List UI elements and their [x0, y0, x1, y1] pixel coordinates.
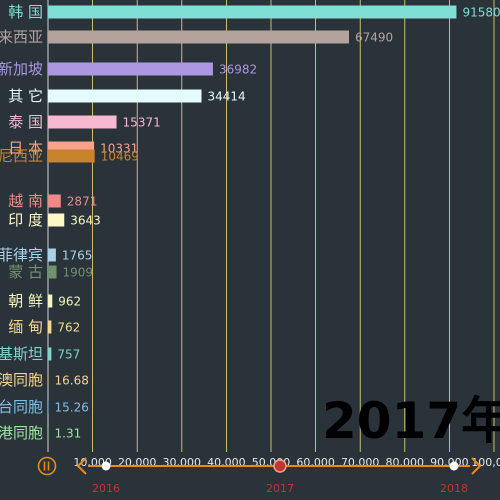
bar-value-label-8: 3643 [70, 214, 101, 228]
x-tick-label-2: 30,000 [163, 456, 202, 469]
bar-16 [48, 426, 49, 440]
timeline-point-2016[interactable] [101, 461, 111, 471]
current-period-label: 2017年 [322, 392, 500, 450]
bar-value-label-7: 2871 [67, 195, 98, 209]
category-label-11: 朝 鲜 [8, 292, 43, 310]
x-tick-label-1: 20,000 [118, 456, 157, 469]
bar-value-label-10: 1909 [63, 266, 94, 280]
timeline-year-label-2017[interactable]: 2017 [266, 482, 294, 495]
x-axis-ticks: 10,000 20,000 30,000 40,000 50,000 60,000 70,0… [73, 456, 500, 469]
bar-value-label-14: 16.68 [55, 374, 89, 388]
category-label-9: 菲律宾 [0, 246, 43, 264]
category-label-1: 来西亚 [0, 28, 43, 46]
bar-value-label-12: 762 [57, 321, 80, 335]
bar-12 [48, 320, 52, 334]
chevron-left-icon[interactable] [76, 457, 87, 475]
bar-value-label-6: 10469 [101, 150, 139, 164]
category-label-10: 蒙 古 [8, 263, 43, 281]
category-label-16: 港同胞 [0, 424, 43, 442]
category-label-7: 越 南 [8, 192, 43, 210]
category-label-4: 泰 国 [8, 113, 43, 131]
category-label-5: 日 本 [8, 139, 43, 157]
category-label-3: 其 它 [8, 87, 43, 105]
bar-13 [48, 347, 52, 361]
chevron-right-icon[interactable] [471, 457, 482, 475]
bar-8 [48, 213, 65, 227]
bar-value-label-15: 15.26 [55, 401, 89, 415]
play-pause-icon[interactable] [37, 456, 57, 476]
category-label-14: 澳同胞 [0, 371, 43, 389]
bar-value-label-13: 757 [57, 348, 80, 362]
bar-value-label-11: 962 [58, 295, 81, 309]
x-tick-label-8: 90,000 [430, 456, 469, 469]
bar-4 [48, 115, 117, 129]
bar-9 [48, 248, 56, 262]
bar-0 [48, 5, 457, 19]
bar-value-label-4: 15371 [123, 116, 161, 130]
bar-value-label-2: 36982 [219, 63, 257, 77]
timeline-year-label-2016[interactable]: 2016 [92, 482, 120, 495]
category-label-8: 印 度 [8, 211, 43, 229]
bar-10 [48, 265, 57, 279]
bar-2 [48, 62, 213, 76]
bar-value-label-3: 34414 [207, 90, 245, 104]
timeline: 2016 2017 2018 [37, 456, 482, 495]
bar-value-label-0: 91580 [462, 6, 500, 20]
bar-value-label-16: 1.31 [55, 427, 82, 441]
bar-value-label-1: 67490 [355, 31, 393, 45]
bar-11 [48, 294, 53, 308]
bar-3 [48, 89, 202, 103]
category-label-0: 韩 国 [8, 3, 43, 21]
category-label-6: 尼西亚 [0, 147, 43, 165]
category-label-12: 缅 甸 [8, 318, 43, 336]
category-label-15: 台同胞 [0, 398, 43, 416]
bar-14 [48, 373, 49, 387]
category-label-2: 新加坡 [0, 60, 43, 78]
bar-1 [48, 30, 350, 44]
bar-7 [48, 194, 61, 208]
bar-value-label-9: 1765 [62, 249, 93, 263]
bar-6 [48, 149, 95, 163]
timeline-point-2018[interactable] [449, 461, 459, 471]
x-tick-label-5: 60,000 [296, 456, 335, 469]
timeline-year-label-2018[interactable]: 2018 [440, 482, 468, 495]
category-label-13: 基斯坦 [0, 345, 43, 363]
x-tick-label-7: 80,000 [386, 456, 425, 469]
x-tick-label-3: 40,000 [207, 456, 246, 469]
x-tick-label-6: 70,000 [341, 456, 380, 469]
bar-15 [48, 400, 49, 414]
timeline-point-2017[interactable] [273, 459, 287, 473]
bar-value-label-5: 10331 [100, 142, 138, 156]
